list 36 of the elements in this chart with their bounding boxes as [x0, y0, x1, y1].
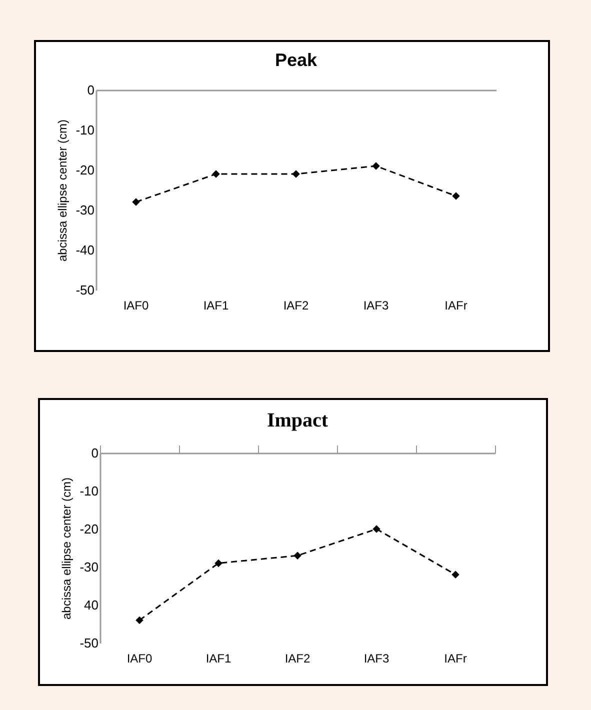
- chart-title: Impact: [266, 410, 328, 432]
- chart-title: Peak: [274, 50, 318, 70]
- point: [212, 170, 220, 178]
- x-tick-label: IAFr: [444, 652, 467, 666]
- x-tick-label: IAF3: [364, 652, 390, 666]
- x-tick-label: IAF3: [363, 298, 389, 312]
- x-tick-label: IAF0: [126, 652, 152, 666]
- y-tick-label: 0: [91, 446, 98, 460]
- y-tick-label: -10: [76, 122, 94, 138]
- x-tick-label: IAFr: [444, 298, 468, 312]
- point: [372, 162, 380, 170]
- y-tick-label: -40: [76, 242, 94, 258]
- point: [132, 198, 140, 206]
- point: [292, 170, 300, 178]
- x-tick-label: IAF2: [284, 652, 310, 666]
- point: [214, 559, 222, 568]
- y-tick-label: -20: [80, 522, 98, 536]
- x-tick-label: IAF1: [206, 652, 232, 666]
- point: [372, 525, 380, 533]
- x-tick-label: IAF0: [123, 298, 149, 312]
- y-tick-label: -50: [76, 282, 94, 298]
- y-axis-title: abcissa ellipse center (cm): [56, 119, 70, 262]
- point: [452, 570, 460, 578]
- x-tick-label: IAF2: [283, 298, 309, 312]
- x-tick-label: IAF1: [203, 298, 229, 312]
- point: [294, 552, 302, 560]
- point: [452, 192, 460, 200]
- point: [136, 616, 144, 624]
- y-tick-label: 0: [87, 82, 94, 98]
- y-tick-label: -30: [76, 202, 94, 218]
- y-tick-label: -10: [80, 484, 98, 498]
- y-tick-label: -50: [80, 636, 98, 650]
- y-tick-label: -20: [76, 162, 94, 178]
- y-tick-label: -30: [80, 560, 98, 574]
- y-tick-label: 40: [84, 598, 98, 612]
- y-axis-title: abcissa ellipse center (cm): [60, 477, 74, 620]
